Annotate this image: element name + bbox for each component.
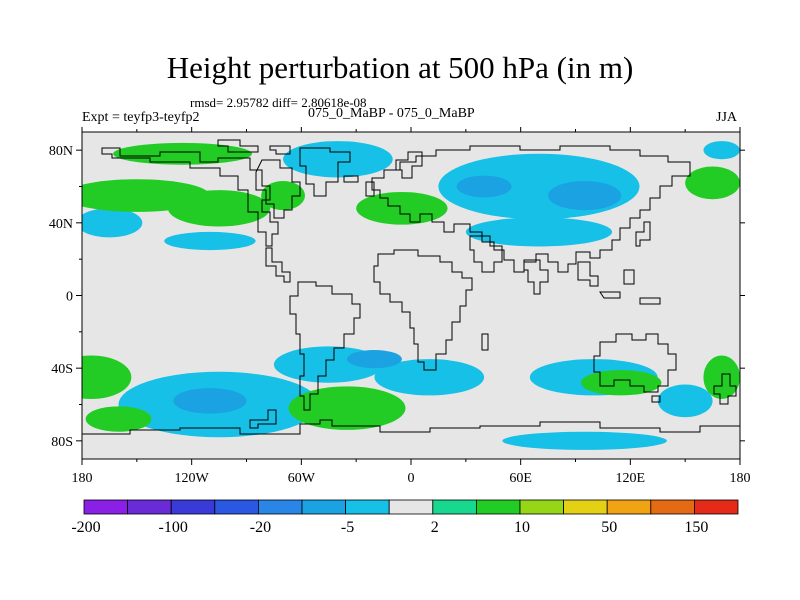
field-nh-green-band-central <box>167 190 271 227</box>
colorbar-label: 50 <box>601 519 617 536</box>
colorbar-box <box>563 499 608 515</box>
x-tick-label: 180 <box>730 471 751 486</box>
colorbar-label: 2 <box>431 519 439 536</box>
field-nh-blue-eurasia-west <box>456 175 512 198</box>
field-nh-green-northeast-pacific <box>685 166 740 200</box>
x-tick-label: 180 <box>72 471 93 486</box>
contour-fields <box>82 141 740 450</box>
colorbar-box <box>214 499 259 515</box>
subtitle: 075_0_MaBP - 075_0_MaBP <box>308 106 475 121</box>
colorbar-box <box>650 499 695 515</box>
field-sh-cyan-tasman <box>657 384 713 418</box>
colorbar-box <box>388 499 434 515</box>
colorbar-box <box>170 499 216 515</box>
colorbar-label: -5 <box>341 519 354 536</box>
colorbar-box <box>127 499 172 515</box>
x-tick-label: 60W <box>288 471 316 486</box>
colorbar-box <box>432 499 477 515</box>
colorbar-box <box>301 499 346 515</box>
plot-title: Height perturbation at 500 hPa (in m) <box>166 50 634 85</box>
field-nh-cyan-west <box>82 208 143 238</box>
colorbar-box <box>345 499 390 515</box>
colorbar-box <box>257 499 303 515</box>
colorbar-box <box>475 499 521 515</box>
y-tick-label: 80N <box>49 144 73 159</box>
y-tick-label: 80S <box>51 435 73 450</box>
colorbar-label: 150 <box>684 519 708 536</box>
field-sh-blue-atlantic <box>347 350 402 369</box>
x-tick-label: 120W <box>175 471 210 486</box>
field-sh-green-australia <box>580 369 662 396</box>
field-nh-cyan-north-atlantic <box>283 141 393 178</box>
colorbar-box <box>694 499 739 515</box>
longitude-axis: 180 120W 60W 0 60E 120E 180 <box>72 127 751 486</box>
field-nh-cyan-asia-south <box>465 217 613 247</box>
experiment-label: Expt = teyfp3-teyfp2 <box>82 110 200 125</box>
colorbar-box <box>519 499 564 515</box>
field-nh-blue-siberia <box>548 181 622 211</box>
field-sh-cyan-south-atlantic <box>374 359 485 396</box>
field-sh-blue-south-pacific <box>173 388 247 414</box>
field-nh-green-greenland <box>261 181 305 211</box>
colorbar-label: -100 <box>159 519 188 536</box>
field-sh-cyan-antarctic <box>502 431 667 450</box>
x-tick-label: 120E <box>616 471 646 486</box>
field-sh-green-southwest <box>85 406 152 432</box>
field-nh-green-arctic-north <box>113 142 252 165</box>
colorbar-label: -20 <box>250 519 271 536</box>
colorbar-box <box>83 499 128 515</box>
colorbar-box <box>606 499 652 515</box>
y-tick-label: 40N <box>49 217 73 232</box>
y-tick-label: 0 <box>66 290 73 305</box>
colorbar-label: -200 <box>71 519 100 536</box>
field-nh-cyan-southwest <box>164 231 256 251</box>
field-nh-cyan-atlantic-east <box>703 141 740 160</box>
coastline-outline <box>82 139 740 435</box>
rmsd-diff-stats: rmsd= 2.95782 diff= 2.80618e-08 <box>190 95 367 110</box>
colorbar: -200 -100 -20 -5 2 10 50 150 <box>71 499 739 536</box>
x-tick-label: 60E <box>509 471 532 486</box>
y-tick-label: 40S <box>51 362 73 377</box>
latitude-axis: 80N 40N 0 40S 80S <box>49 144 745 450</box>
field-nh-green-europe <box>356 191 448 225</box>
field-sh-green-south-atlantic <box>288 386 406 430</box>
field-sh-green-west <box>82 355 132 400</box>
colorbar-label: 10 <box>514 519 530 536</box>
season-label: JJA <box>716 110 738 125</box>
x-tick-label: 0 <box>408 471 415 486</box>
